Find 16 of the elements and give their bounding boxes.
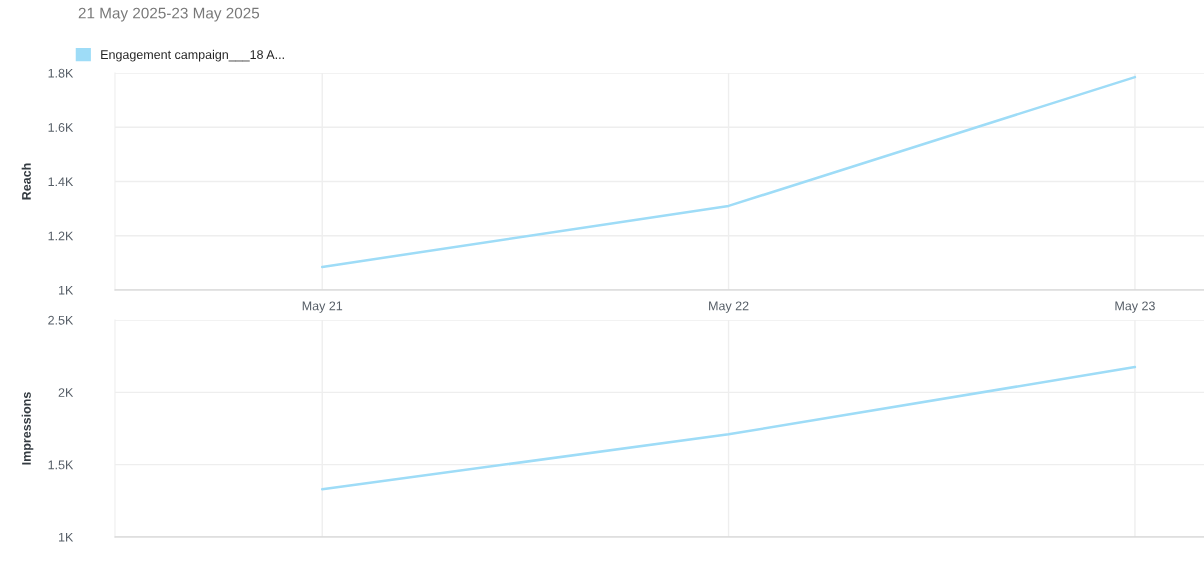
y-axis-title: Reach <box>21 163 31 200</box>
y-tick-label: 1.2K <box>48 231 74 241</box>
y-axis-title: Impressions <box>21 392 34 465</box>
y-tick-label: 1.4K <box>48 177 74 187</box>
chart-title: 21 May 2025-23 May 2025 <box>78 7 260 22</box>
y-tick-label: 1K <box>59 285 74 295</box>
y-tick-label: 1.5K <box>48 460 74 470</box>
y-tick-label: 1.6K <box>48 123 74 132</box>
legend-label: Engagement campaign___18 A... <box>101 49 284 62</box>
y-tick-label: 2K <box>58 388 74 397</box>
y-tick-label: 1.8K <box>48 68 74 78</box>
y-tick-label: 2.5K <box>48 315 74 325</box>
x-tick-label: May 23 <box>1115 301 1155 313</box>
x-tick-label: May 21 <box>302 301 343 313</box>
x-tick-label: May 22 <box>709 301 749 313</box>
y-tick-label: 1K <box>59 532 74 542</box>
